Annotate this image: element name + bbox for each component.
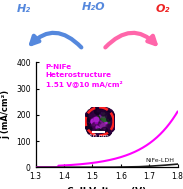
Text: O₂: O₂ bbox=[155, 4, 169, 14]
X-axis label: Cell Voltage (V): Cell Voltage (V) bbox=[67, 187, 146, 189]
Y-axis label: j (mA/cm²): j (mA/cm²) bbox=[2, 90, 11, 139]
Text: H₂O: H₂O bbox=[81, 2, 105, 12]
Text: NiFe-LDH: NiFe-LDH bbox=[145, 158, 174, 163]
Text: P-NiFe
Heterostructure
1.51 V@10 mA/cm²: P-NiFe Heterostructure 1.51 V@10 mA/cm² bbox=[46, 64, 122, 88]
Text: H₂: H₂ bbox=[17, 4, 31, 14]
Text: 10 nm: 10 nm bbox=[89, 134, 108, 139]
